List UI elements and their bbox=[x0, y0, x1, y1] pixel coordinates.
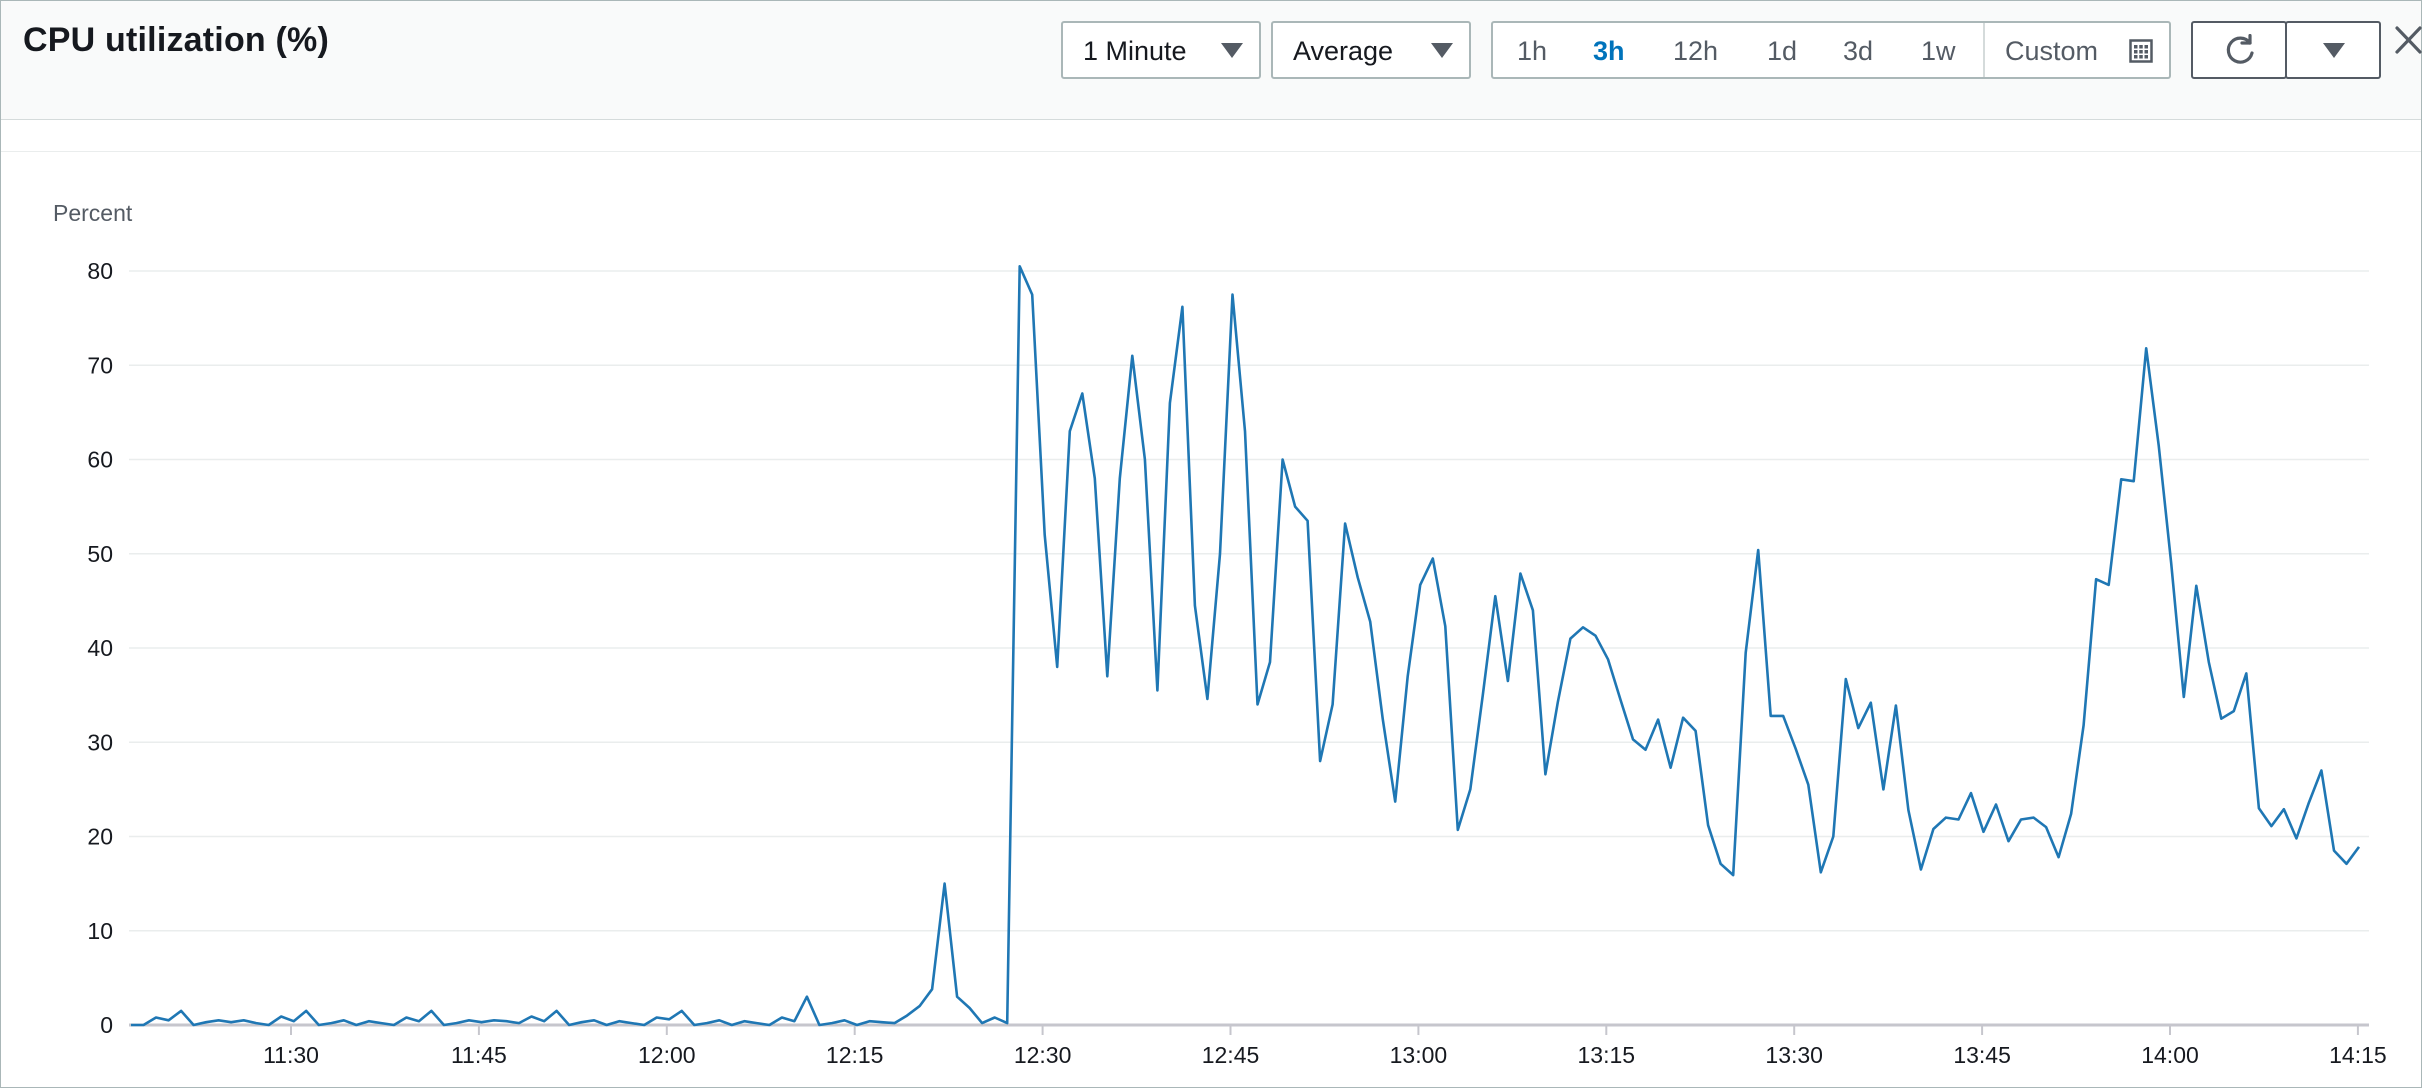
statistic-select-label: Average bbox=[1293, 36, 1394, 66]
range-button-1w[interactable]: 1w bbox=[1921, 36, 1956, 66]
cpu-series-line bbox=[131, 265, 2361, 1027]
calendar-icon[interactable] bbox=[2129, 39, 2153, 63]
range-divider bbox=[1983, 23, 1985, 77]
caret-down-icon bbox=[1431, 43, 1453, 58]
chart-top-divider bbox=[1, 151, 2421, 152]
x-tick-label: 13:15 bbox=[1578, 1042, 1636, 1068]
period-select[interactable]: 1 Minute bbox=[1061, 21, 1261, 79]
refresh-button[interactable] bbox=[2191, 21, 2287, 79]
widget-header: CPU utilization (%) 1 Minute Average 1h … bbox=[1, 1, 2422, 120]
x-tick-label: 12:45 bbox=[1202, 1042, 1260, 1068]
x-tick-label: 13:00 bbox=[1390, 1042, 1448, 1068]
x-tick-label: 14:00 bbox=[2141, 1042, 2199, 1068]
y-tick-label: 0 bbox=[100, 1012, 113, 1038]
y-tick-label: 60 bbox=[87, 447, 113, 473]
x-tick-label: 12:30 bbox=[1014, 1042, 1072, 1068]
y-tick-label: 10 bbox=[87, 918, 113, 944]
range-button-3d[interactable]: 3d bbox=[1843, 36, 1874, 66]
range-button-1d[interactable]: 1d bbox=[1767, 36, 1798, 66]
statistic-select[interactable]: Average bbox=[1271, 21, 1471, 79]
y-tick-label: 30 bbox=[87, 729, 113, 755]
y-tick-label: 80 bbox=[87, 258, 113, 284]
cpu-utilization-chart: Percent 0 10 20 30 40 50 60 70 80 11:30 11:45 12:00… bbox=[53, 200, 2387, 1068]
widget-title: CPU utilization (%) bbox=[23, 21, 329, 59]
period-select-label: 1 Minute bbox=[1083, 36, 1187, 66]
x-tick-label: 11:30 bbox=[263, 1042, 319, 1068]
x-tick-label: 11:45 bbox=[451, 1042, 507, 1068]
x-tick-label: 12:00 bbox=[638, 1042, 696, 1068]
time-range-group: 1h 3h 12h 1d 3d 1w Custom bbox=[1491, 21, 2171, 79]
range-button-12h[interactable]: 12h bbox=[1673, 36, 1719, 66]
refresh-icon bbox=[2226, 34, 2254, 64]
x-tick-label: 12:15 bbox=[826, 1042, 884, 1068]
range-button-1h[interactable]: 1h bbox=[1517, 36, 1548, 66]
range-button-3h[interactable]: 3h bbox=[1593, 36, 1625, 66]
close-icon[interactable] bbox=[2393, 23, 2422, 57]
x-tick-label: 13:45 bbox=[1953, 1042, 2011, 1068]
custom-range-button[interactable]: Custom bbox=[2005, 36, 2099, 66]
y-tick-label: 40 bbox=[87, 635, 113, 661]
y-tick-label: 50 bbox=[87, 541, 113, 567]
y-tick-label: 20 bbox=[87, 824, 113, 850]
x-tick-label: 14:15 bbox=[2329, 1042, 2387, 1068]
y-axis-title: Percent bbox=[53, 200, 133, 226]
caret-down-icon bbox=[1221, 43, 1243, 58]
y-tick-label: 70 bbox=[87, 352, 113, 378]
more-options-button[interactable] bbox=[2285, 21, 2381, 79]
x-tick-label: 13:30 bbox=[1765, 1042, 1823, 1068]
caret-down-icon bbox=[2323, 43, 2345, 58]
